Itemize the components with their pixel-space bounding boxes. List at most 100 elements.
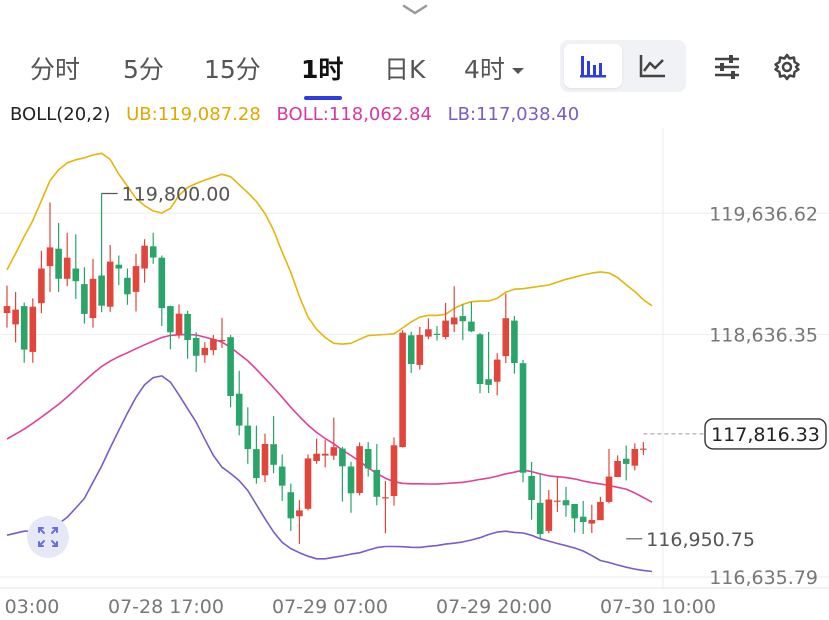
candle [399,330,406,448]
candle-body [89,278,97,319]
candle [89,258,97,328]
candle-body [321,453,329,456]
line-view-button[interactable] [624,44,682,88]
candle [167,305,174,350]
candle-body [270,444,277,465]
candle-body [545,499,553,531]
candle-body [597,501,604,521]
candle-body [442,320,449,337]
candle [614,455,621,477]
x-tick-label: 07-29 20:00 [436,596,552,618]
candle [528,461,535,520]
candle [442,302,449,340]
candle-body [201,347,209,356]
candle-body [631,449,639,466]
settings-button[interactable] [770,50,804,84]
candle [468,301,475,333]
candle [227,335,234,408]
candle [339,446,346,502]
price-annotations: 119,800.00 116,950.75 [101,184,755,551]
candle-body [407,335,415,364]
boll-legend: BOLL(20,2) UB:119,087.28 BOLL:118,062.84… [10,104,589,125]
lower-band-line [6,375,653,573]
x-axis: 03:00 07-28 17:00 07-29 07:00 07-29 20:00 07… [5,596,716,618]
candle-body [106,261,114,307]
candle-body [614,461,621,477]
tab-label: 日K [384,55,426,84]
candle-body [149,246,157,258]
tab-5min[interactable]: 5分 [123,50,164,86]
candle [124,268,131,305]
candle [261,433,269,483]
candle-body [382,497,389,499]
candle [141,239,148,283]
candle-body [485,379,492,385]
middle-band-line [6,333,653,503]
tab-1hour[interactable]: 1时 [301,50,344,100]
candlestick-chart[interactable]: 119,800.00 116,950.75 119,636.62 118,636.3… [0,128,829,620]
candle [158,255,166,327]
candle [536,473,544,539]
timeframe-tabs: 分时 5分 15分 1时 日K 4时 [0,40,829,100]
candle-body [132,266,140,292]
candle [3,285,11,328]
candle [20,302,28,363]
candle [12,291,19,343]
candle [425,318,432,340]
candle [304,454,312,511]
collapse-handle[interactable] [400,2,430,18]
candle-body [38,268,45,304]
candle [476,333,484,394]
candle [519,359,527,483]
tab-fenshi[interactable]: 分时 [30,50,80,86]
candle [296,500,303,544]
fullscreen-button[interactable] [27,516,69,558]
annotation-label: 119,800.00 [122,184,231,206]
y-axis: 119,636.62 118,636.35 116,635.79 [709,203,818,589]
candle-body [141,245,148,269]
candle-body [502,318,510,357]
candle [459,304,467,341]
candle [382,481,389,534]
tab-15min[interactable]: 15分 [204,50,261,86]
extreme-price-annotation: 116,950.75 [626,529,755,551]
candle [588,504,596,533]
candle-body [571,504,578,519]
candle-body [511,320,518,363]
candle [55,223,62,292]
tab-label: 1时 [301,55,344,84]
candle-body [476,334,484,384]
candle [321,439,329,468]
candle-body [158,257,166,309]
candle-body [81,284,88,314]
candle-body [227,337,234,396]
candle [622,445,630,481]
candle [390,437,398,506]
candle [210,335,217,356]
y-tick-label: 116,635.79 [709,567,818,589]
candle-body [622,458,630,464]
fullscreen-button-bg [27,516,69,558]
candle-body [459,316,467,322]
candle [175,304,183,339]
lower-band-value: LB:117,038.40 [447,104,580,125]
candle-body [519,363,527,473]
tab-label: 4时 [464,55,505,84]
boll-bands [6,152,653,573]
candle-body [218,340,226,342]
candle-body [450,317,458,325]
candle-body [55,248,62,279]
candle-body [562,500,570,506]
candle [201,342,209,363]
tab-daily[interactable]: 日K [384,50,425,86]
candlestick-view-button[interactable] [564,44,622,88]
candle [253,425,260,484]
candle [545,490,553,534]
candle [149,232,157,264]
tab-4hour-dropdown[interactable]: 4时 [464,50,525,86]
candle-body [330,447,338,456]
candle [29,298,37,363]
candle-body [287,492,295,519]
candle-body [536,502,544,534]
indicator-settings-button[interactable] [710,50,744,84]
